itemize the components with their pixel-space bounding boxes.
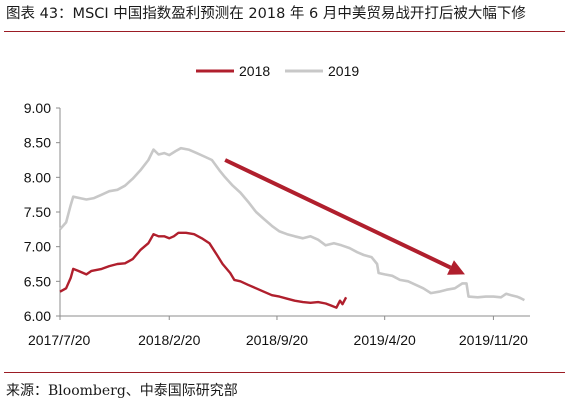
y-tick-label: 7.00 [24,239,51,255]
legend-label: 2019 [328,63,359,79]
series-line-2018 [59,231,348,309]
y-axis: 6.00 6.50 7.00 7.50 8.00 8.50 9.00 [24,100,61,324]
legend-item-2019: 2019 [285,63,359,79]
source-note: 来源：Bloomberg、中泰国际研究部 [6,383,238,399]
trend-arrow-head [447,260,465,275]
chart-legend: 2018 2019 [196,63,359,79]
x-tick-label: 2019/11/20 [459,332,528,348]
x-tick-label: 2018/9/20 [246,332,308,348]
x-tick-label: 2018/2/20 [138,332,200,348]
x-axis: 2017/7/20 2018/2/20 2018/9/20 2019/4/20 2019… [28,315,530,348]
trend-arrow-shaft [224,158,452,270]
y-tick-label: 6.50 [24,273,51,289]
x-tick-label: 2017/7/20 [28,332,90,348]
title-divider [4,31,565,32]
y-tick-label: 8.00 [24,169,51,185]
y-tick-label: 8.50 [24,135,51,151]
chart-annotations [224,158,465,275]
chart-title: 图表 43：MSCI 中国指数盈利预测在 2018 年 6 月中美贸易战开打后被… [6,6,526,22]
y-tick-label: 6.00 [24,308,51,324]
chart-series [59,146,525,309]
series-line-2019 [59,146,525,302]
legend-label: 2018 [239,63,270,79]
x-tick-label: 2019/4/20 [354,332,416,348]
y-tick-label: 9.00 [24,100,51,116]
source-divider [4,372,565,373]
legend-item-2018: 2018 [196,63,270,79]
y-tick-label: 7.50 [24,204,51,220]
